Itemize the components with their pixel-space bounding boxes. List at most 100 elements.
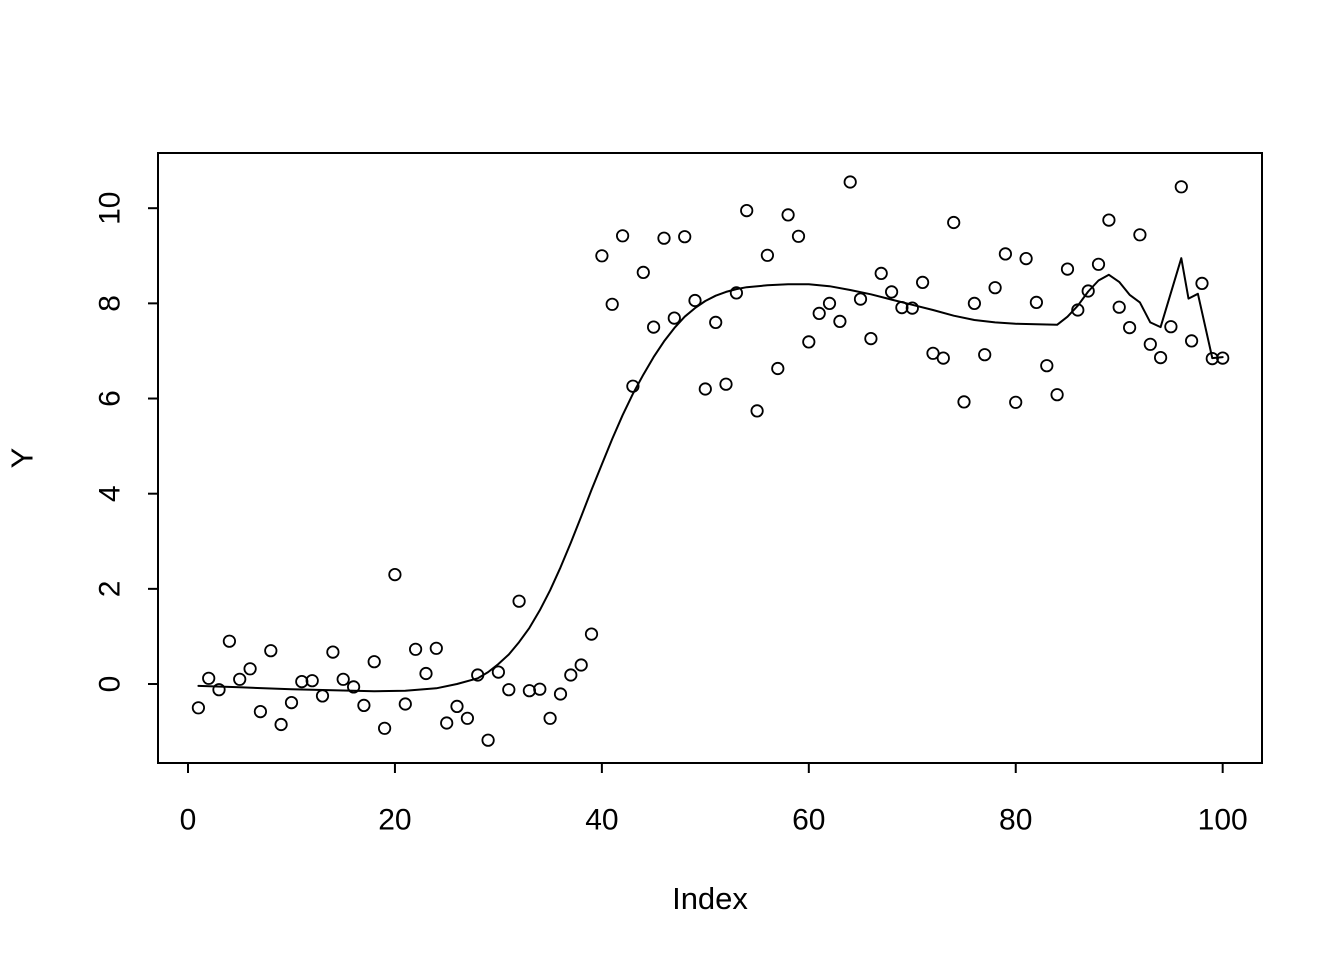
data-point (408, 642, 423, 656)
y-tick-label: 4 (94, 485, 127, 502)
data-point (1060, 262, 1075, 276)
data-point (1112, 300, 1126, 314)
y-axis-title: Y (4, 447, 40, 469)
data-point (967, 296, 982, 310)
data-point (957, 395, 971, 409)
data-point (357, 698, 371, 713)
data-point (729, 286, 744, 300)
data-point (843, 175, 857, 189)
data-point (543, 711, 557, 725)
data-point (222, 634, 236, 648)
data-point (1195, 276, 1209, 290)
data-point (657, 231, 671, 245)
data-point (822, 296, 837, 310)
x-tick-label: 40 (585, 804, 618, 837)
data-point (884, 285, 899, 299)
x-tick-label: 0 (180, 804, 197, 837)
data-point (1164, 320, 1178, 334)
data-point (1019, 252, 1033, 266)
data-point (760, 248, 775, 262)
data-point (377, 721, 392, 735)
data-point (636, 265, 650, 279)
data-point (812, 306, 826, 320)
data-point (646, 320, 661, 334)
x-tick-label: 80 (999, 804, 1032, 837)
data-point (1102, 213, 1116, 227)
data-point (750, 404, 764, 418)
data-point (212, 683, 226, 697)
data-point (553, 687, 568, 701)
data-point (978, 348, 992, 362)
data-point (781, 208, 795, 222)
data-point (1050, 388, 1064, 402)
data-point (346, 680, 361, 694)
data-point (367, 655, 381, 669)
data-point (947, 215, 961, 230)
data-point (1133, 228, 1147, 242)
x-axis-title: Index (672, 881, 748, 916)
data-point (1009, 395, 1023, 409)
data-point (491, 665, 505, 679)
data-point (284, 695, 299, 710)
data-point (429, 641, 443, 655)
data-point (564, 668, 578, 682)
data-point (202, 671, 216, 685)
data-point (243, 662, 257, 676)
y-tick-label: 0 (94, 676, 127, 693)
data-point (688, 293, 702, 308)
data-point (915, 275, 930, 289)
data-point (326, 645, 340, 659)
data-point (253, 704, 267, 719)
data-point (419, 666, 433, 681)
data-point (771, 361, 785, 376)
data-point (740, 204, 754, 218)
data-point (698, 382, 712, 396)
x-tick-label: 20 (378, 804, 411, 837)
data-point (605, 297, 619, 311)
data-point (1081, 284, 1095, 298)
data-point (388, 567, 402, 582)
data-point (1029, 295, 1044, 309)
data-point (833, 314, 847, 328)
data-point (791, 229, 806, 243)
data-point (853, 292, 868, 306)
x-tick-label: 60 (792, 804, 825, 837)
data-point (926, 346, 940, 360)
data-point (336, 672, 350, 686)
data-point (512, 594, 526, 608)
x-tick-label: 100 (1198, 804, 1248, 837)
data-point (450, 699, 464, 714)
y-tick-label: 8 (94, 295, 127, 312)
data-point (584, 627, 599, 641)
plot-box (157, 152, 1263, 764)
data-point (678, 230, 692, 244)
data-point (936, 351, 950, 365)
data-point (1154, 350, 1168, 365)
data-point (398, 697, 412, 711)
data-point (574, 658, 588, 672)
data-point (295, 674, 309, 689)
data-point (1123, 320, 1137, 335)
data-point (1091, 257, 1106, 271)
data-point (667, 311, 681, 325)
data-point (719, 377, 733, 391)
y-tick-label: 2 (94, 581, 127, 598)
data-point (1143, 337, 1157, 351)
data-point (481, 733, 495, 747)
y-tick-label: 10 (94, 192, 127, 225)
data-point (1205, 351, 1219, 366)
data-point (233, 672, 247, 686)
data-point (709, 315, 723, 329)
data-point (864, 331, 878, 346)
data-point (502, 683, 516, 697)
data-point (274, 717, 288, 732)
data-point (1174, 180, 1188, 194)
data-point (533, 682, 547, 696)
data-point (191, 701, 205, 715)
data-point (998, 247, 1013, 261)
data-point (874, 266, 888, 280)
smooth-fit-line (197, 257, 1224, 693)
data-point (460, 711, 474, 725)
data-point (595, 249, 609, 263)
